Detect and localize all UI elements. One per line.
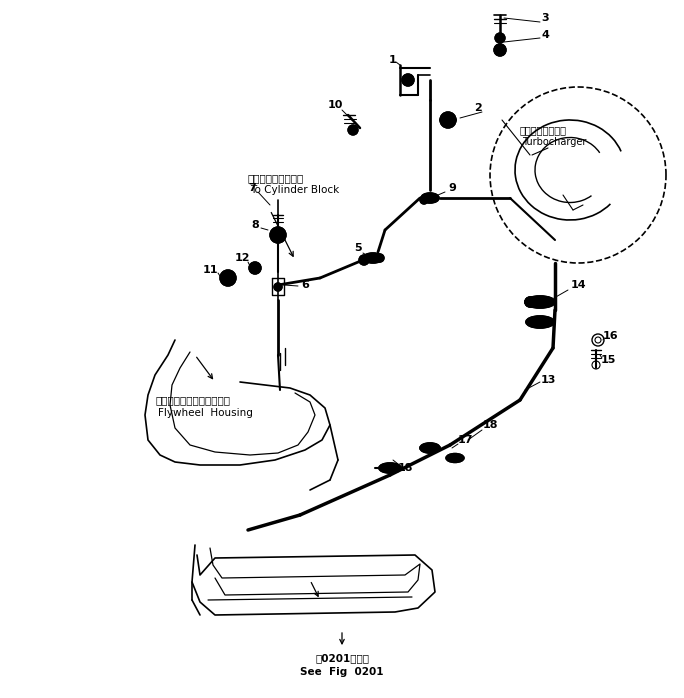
- Text: 16: 16: [602, 331, 618, 341]
- Circle shape: [440, 112, 456, 128]
- Text: 2: 2: [474, 103, 482, 113]
- Circle shape: [348, 125, 358, 135]
- Ellipse shape: [363, 253, 383, 263]
- Text: Turbocharger: Turbocharger: [522, 137, 586, 147]
- Circle shape: [376, 254, 384, 262]
- Circle shape: [274, 283, 282, 291]
- Text: 9: 9: [448, 183, 456, 193]
- Ellipse shape: [446, 454, 464, 463]
- Ellipse shape: [421, 193, 439, 203]
- Circle shape: [494, 44, 506, 56]
- Text: 5: 5: [354, 243, 362, 253]
- Ellipse shape: [525, 296, 555, 308]
- Text: フライホイールハウジング: フライホイールハウジング: [155, 395, 230, 405]
- Text: 6: 6: [301, 280, 309, 290]
- Circle shape: [495, 33, 505, 43]
- Text: 第0201図参照: 第0201図参照: [315, 653, 369, 663]
- Circle shape: [525, 297, 535, 307]
- Circle shape: [402, 74, 414, 86]
- Text: 8: 8: [251, 220, 259, 230]
- Text: 3: 3: [541, 13, 549, 23]
- Ellipse shape: [526, 316, 554, 328]
- Text: ターボチャージャ: ターボチャージャ: [520, 125, 567, 135]
- Text: 17: 17: [457, 435, 473, 445]
- Text: シリンダブロックへ: シリンダブロックへ: [248, 173, 304, 183]
- Circle shape: [270, 227, 286, 243]
- Ellipse shape: [420, 443, 440, 453]
- Text: Flywheel  Housing: Flywheel Housing: [158, 408, 253, 418]
- Text: To Cylinder Block: To Cylinder Block: [250, 185, 339, 195]
- Ellipse shape: [379, 463, 401, 473]
- Text: 1: 1: [389, 55, 397, 65]
- Text: 14: 14: [570, 280, 586, 290]
- Text: 18: 18: [397, 463, 412, 473]
- Circle shape: [249, 262, 261, 274]
- Text: 10: 10: [328, 100, 343, 110]
- Circle shape: [220, 270, 236, 286]
- Text: 15: 15: [601, 355, 616, 365]
- Text: 4: 4: [541, 30, 549, 40]
- Text: 18: 18: [482, 420, 498, 430]
- Text: 7: 7: [248, 183, 256, 193]
- Text: 12: 12: [234, 253, 250, 263]
- Text: See  Fig  0201: See Fig 0201: [300, 667, 384, 677]
- Circle shape: [420, 196, 428, 204]
- Circle shape: [359, 255, 369, 265]
- Text: 13: 13: [540, 375, 555, 385]
- Text: 11: 11: [202, 265, 218, 275]
